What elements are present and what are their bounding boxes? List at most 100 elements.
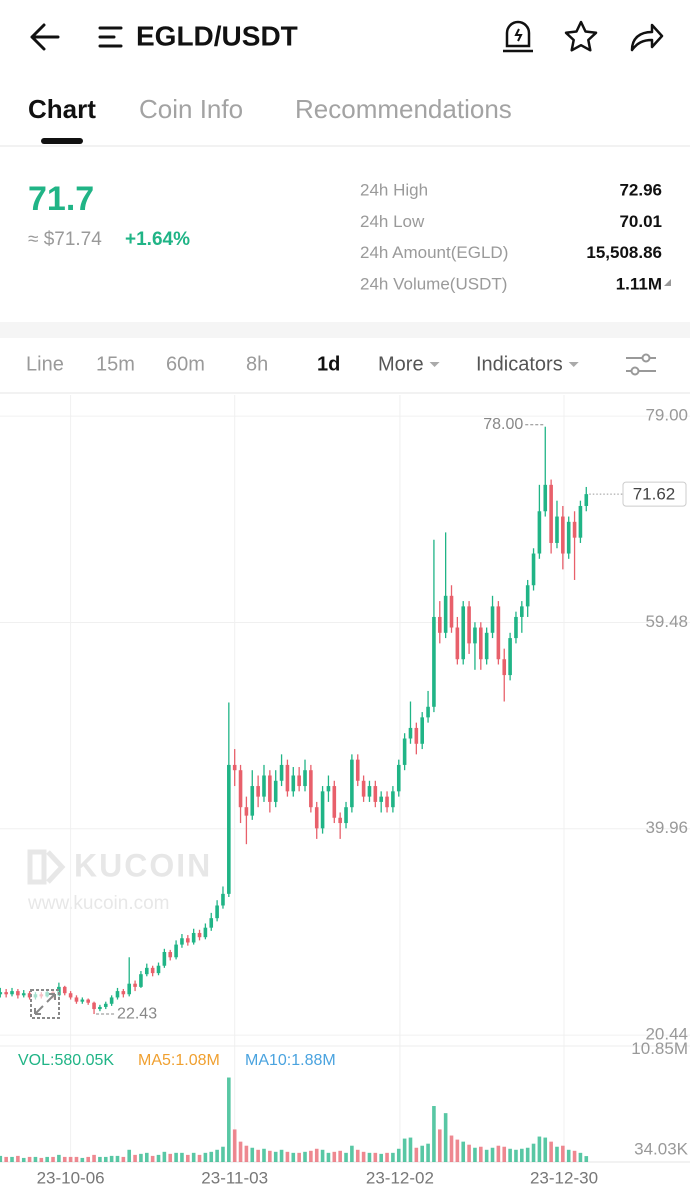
volume-bar: [396, 1148, 401, 1162]
candle-body: [203, 927, 208, 938]
interval-tab[interactable]: Indicators: [476, 353, 563, 375]
y-tick-label: 20.44: [645, 1025, 688, 1044]
x-tick-label: 23-12-02: [366, 1168, 434, 1187]
last-price-label: 71.62: [633, 485, 676, 504]
volume-legend: MA10:1.88M: [245, 1052, 336, 1069]
y-tick-label: 59.48: [645, 612, 688, 631]
share-icon[interactable]: [630, 23, 664, 52]
candle-body: [537, 511, 542, 554]
volume-bar: [4, 1156, 8, 1162]
volume-bar: [320, 1149, 325, 1162]
volume-bar: [291, 1152, 296, 1162]
candle-body: [92, 1002, 96, 1010]
volume-bar: [268, 1150, 272, 1162]
volume-bar: [502, 1146, 507, 1162]
volume-bar: [490, 1147, 495, 1162]
volume-bar: [531, 1143, 536, 1162]
volume-bar: [520, 1148, 524, 1162]
volume-bar: [549, 1141, 553, 1162]
volume-bar: [273, 1151, 278, 1162]
candle-body: [561, 516, 565, 554]
volume-bar: [186, 1154, 190, 1162]
candle-body: [162, 951, 167, 966]
volume-bar: [203, 1152, 208, 1162]
interval-tab[interactable]: 8h: [246, 353, 268, 375]
candle-body: [62, 986, 67, 994]
stat-label: 24h Amount(EGLD): [360, 243, 508, 262]
candle-body: [338, 817, 342, 824]
volume-bar: [227, 1077, 231, 1162]
volume-bar: [578, 1152, 583, 1162]
interval-tab[interactable]: Line: [26, 353, 64, 375]
interval-tab[interactable]: 60m: [166, 353, 205, 375]
stat-label: 24h Volume(USDT): [360, 274, 507, 293]
volume-bar: [367, 1152, 372, 1162]
candle-body: [68, 993, 73, 998]
tab-indicator: [41, 138, 83, 144]
x-tick-label: 23-12-30: [530, 1168, 598, 1187]
candle-body: [256, 786, 260, 797]
tab-recommendations[interactable]: Recommendations: [295, 94, 512, 124]
candle-body: [496, 606, 501, 660]
volume-bar: [121, 1156, 126, 1162]
candle-body: [414, 727, 419, 744]
candle-body: [291, 775, 296, 792]
candle-body: [555, 516, 559, 543]
interval-tab[interactable]: 15m: [96, 353, 135, 375]
candle-body: [525, 585, 530, 607]
candle-body: [479, 627, 483, 660]
candle-body: [309, 770, 313, 808]
candle-body: [350, 759, 354, 808]
candle-body: [443, 595, 448, 633]
volume-bar: [303, 1151, 307, 1162]
candle-body: [262, 775, 266, 797]
volume-bar: [238, 1141, 243, 1162]
candle-body: [197, 932, 202, 938]
menu-icon[interactable]: [98, 26, 123, 48]
volume-bar: [309, 1150, 313, 1162]
volume-bar: [484, 1149, 489, 1162]
volume-bar: [209, 1151, 214, 1162]
interval-tab[interactable]: More: [378, 353, 424, 375]
interval-tab[interactable]: 1d: [317, 353, 340, 375]
candle-body: [461, 606, 466, 660]
settings-icon[interactable]: [626, 353, 656, 376]
candle-body: [326, 786, 331, 792]
volume-bar: [232, 1129, 237, 1162]
volume-bar: [279, 1149, 284, 1162]
candle-body: [508, 638, 512, 676]
candle-body: [268, 775, 272, 802]
alert-icon[interactable]: [503, 20, 533, 53]
volume-bar: [461, 1141, 466, 1162]
volume-bar: [180, 1152, 184, 1162]
tab-chart[interactable]: Chart: [28, 94, 96, 124]
back-button[interactable]: [30, 23, 60, 51]
candle-body: [156, 965, 161, 974]
favorite-icon[interactable]: [564, 20, 598, 52]
tab-coin-info[interactable]: Coin Info: [139, 94, 243, 124]
volume-bar: [555, 1146, 559, 1162]
candle-body: [314, 807, 319, 829]
volume-bar: [449, 1135, 454, 1162]
candle-body: [174, 944, 178, 958]
price-change: +1.64%: [125, 229, 190, 250]
volume-bar: [285, 1151, 290, 1162]
volume-bar: [21, 1157, 26, 1162]
stat-value: 15,508.86: [586, 243, 662, 262]
volume-bar: [426, 1143, 430, 1162]
volume-bar: [0, 1155, 3, 1162]
volume-bar: [86, 1156, 90, 1162]
volume-bar: [437, 1129, 442, 1162]
candle-body: [21, 993, 26, 996]
candle-body: [238, 770, 243, 808]
volume-bar: [162, 1151, 167, 1162]
x-tick-label: 23-11-03: [201, 1168, 268, 1187]
candle-body: [373, 786, 378, 802]
candle-body: [115, 991, 120, 998]
volume-bar: [215, 1149, 219, 1162]
candle-body: [109, 997, 114, 1004]
stat-label: 24h High: [360, 180, 428, 199]
volume-bar: [297, 1152, 301, 1162]
volume-bar: [244, 1145, 249, 1162]
candle-body: [502, 659, 507, 676]
